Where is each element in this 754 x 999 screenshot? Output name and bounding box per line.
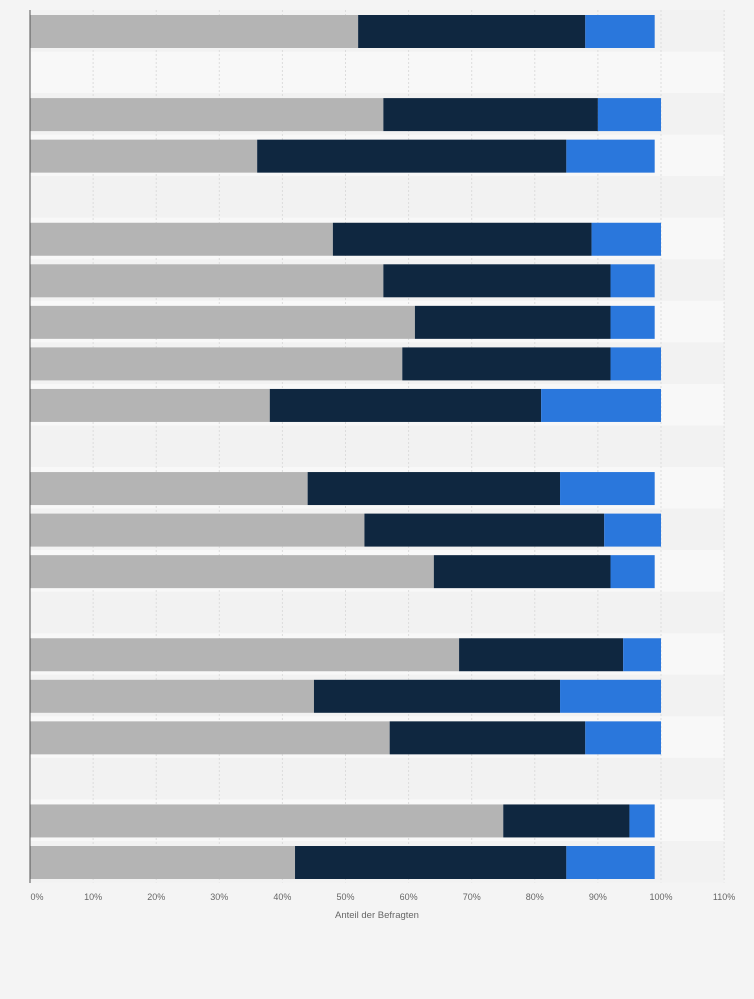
bar-segment [30,15,359,48]
row-band [30,591,724,634]
x-tick-label: 10% [84,892,102,902]
bar-segment [414,305,611,339]
x-tick-label: 60% [400,892,418,902]
bar-segment [383,264,611,298]
bar-segment [269,388,542,422]
bar-segment [503,804,630,838]
bar-segment [585,15,655,48]
bar-segment [30,721,390,755]
row-band [30,176,724,218]
x-tick-label: 40% [273,892,291,902]
bar-segment [383,98,598,132]
bar-segment [30,513,365,547]
bar-segment [597,98,661,132]
bar-segment [364,513,605,547]
bar-segment [566,139,655,173]
bar-segment [389,721,586,755]
bar-segment [591,222,661,256]
bar-segment [30,638,460,672]
bar-segment [30,555,434,589]
bar-segment [257,139,567,173]
bar-segment [560,472,655,506]
bar-segment [30,679,314,713]
x-tick-label: 80% [526,892,544,902]
bar-segment [30,472,308,506]
bar-segment [30,98,384,132]
bar-segment [30,388,270,422]
bar-segment [610,305,655,339]
x-tick-label: 70% [463,892,481,902]
bar-segment [307,472,561,506]
bar-segment [610,347,661,381]
x-tick-label: 90% [589,892,607,902]
bar-segment [610,264,655,298]
bar-segment [585,721,661,755]
bar-segment [30,139,258,173]
bar-segment [30,305,415,339]
row-band [30,51,724,94]
bar-segment [566,846,655,879]
bar-segment [629,804,655,838]
bar-segment [358,15,586,48]
bar-segment [295,846,567,879]
bar-segment [604,513,661,547]
bar-segment [402,347,611,381]
bar-segment [459,638,624,672]
bar-segment [30,347,403,381]
x-tick-label: 50% [336,892,354,902]
x-axis-title: Anteil der Befragten [335,910,419,921]
bar-segment [30,264,384,298]
bar-segment [30,804,504,838]
x-tick-label: 100% [649,892,672,902]
bar-segment [433,555,611,589]
bar-segment [30,846,296,879]
x-tick-label: 20% [147,892,165,902]
x-tick-label: 0% [30,892,43,902]
bar-segment [313,679,561,713]
bar-segment [541,388,661,422]
bar-segment [30,222,333,256]
bars [30,15,661,879]
row-band [30,757,724,800]
x-tick-label: 30% [210,892,228,902]
x-tick-labels: 0% 10% 20% 30% 40% 50% 60% 70% 80% 90% 100% 110% [30,892,735,902]
row-band [30,425,724,468]
bar-segment [560,679,661,713]
bar-segment [623,638,661,672]
bar-segment [610,555,655,589]
bar-segment [332,222,592,256]
x-tick-label: 110% [713,892,735,902]
